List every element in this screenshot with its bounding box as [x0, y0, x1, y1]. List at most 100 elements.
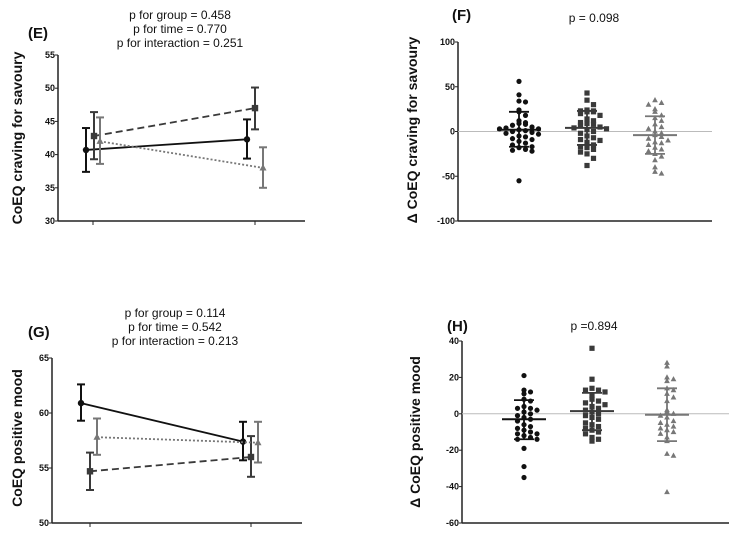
y-tick-label: 50	[45, 83, 55, 93]
data-point-circle	[521, 372, 527, 379]
data-point-triangle	[658, 123, 665, 130]
data-point-circle	[514, 431, 521, 437]
data-point-triangle	[670, 428, 677, 435]
y-tick-label: 65	[39, 353, 49, 363]
y-axis-label: CoEQ positive mood	[9, 369, 25, 507]
data-point-square	[582, 425, 589, 431]
data-point-circle	[516, 92, 522, 98]
p-value-annotation: p for time = 0.770	[133, 22, 227, 36]
y-tick-label: 50	[39, 518, 49, 528]
y-tick-label: 50	[445, 82, 455, 92]
series-line-group2	[93, 107, 256, 137]
data-point-group3	[254, 438, 262, 446]
panel-label: (G)	[28, 324, 50, 341]
data-point-square	[595, 416, 602, 422]
data-point-square	[590, 102, 597, 108]
data-point-triangle	[657, 430, 664, 436]
data-point-circle	[522, 134, 529, 140]
data-point-circle	[516, 178, 522, 184]
data-point-square	[577, 149, 584, 155]
data-point-square	[589, 385, 595, 391]
data-point-triangle	[670, 423, 677, 429]
data-point-square	[589, 438, 595, 444]
data-point-square	[595, 398, 602, 404]
data-point-square	[590, 155, 597, 161]
data-point-triangle	[670, 417, 677, 424]
y-tick-label: -40	[446, 482, 459, 492]
data-point-circle	[527, 411, 534, 417]
data-point-circle	[514, 413, 521, 419]
data-point-triangle	[645, 148, 652, 154]
data-point-circle	[521, 463, 527, 470]
series-line-group3	[99, 140, 264, 169]
data-point-square	[577, 119, 584, 126]
data-point-triangle	[658, 146, 665, 152]
data-point-group3	[93, 433, 101, 440]
y-tick-label: 0	[450, 127, 455, 137]
data-point-circle	[521, 387, 527, 393]
data-point-circle	[522, 99, 529, 105]
y-tick-label: 0	[454, 409, 459, 419]
data-point-triangle	[658, 130, 665, 136]
data-point-circle	[527, 389, 534, 395]
series-line-group3	[96, 436, 259, 444]
data-point-triangle	[652, 157, 658, 163]
data-point-triangle	[652, 106, 658, 112]
data-point-circle	[527, 429, 534, 435]
data-point-circle	[534, 436, 540, 442]
data-point-circle	[534, 431, 540, 437]
data-point-circle	[503, 130, 509, 136]
data-point-triangle	[657, 419, 664, 425]
data-point-triangle	[645, 135, 652, 141]
data-point-circle	[516, 98, 522, 104]
data-point-triangle	[658, 117, 665, 123]
data-point-square	[589, 376, 595, 382]
data-point-circle	[509, 147, 516, 153]
data-point-circle	[522, 146, 529, 152]
data-point-circle	[521, 445, 527, 451]
data-point-triangle	[652, 97, 658, 103]
data-point-square	[595, 436, 602, 442]
y-tick-label: 100	[440, 37, 455, 47]
data-point-circle	[529, 124, 535, 130]
data-point-circle	[529, 144, 535, 150]
data-point-circle	[527, 405, 534, 411]
data-point-triangle	[665, 137, 671, 143]
data-point-circle	[509, 136, 516, 142]
data-point-square	[595, 411, 602, 417]
data-point-circle	[521, 391, 527, 397]
y-tick-label: 55	[39, 463, 49, 473]
data-point-group2	[247, 453, 255, 461]
data-point-triangle	[658, 170, 665, 176]
y-tick-label: 45	[45, 116, 55, 126]
data-point-group2	[251, 104, 259, 112]
y-tick-label: 40	[449, 336, 459, 346]
data-point-triangle	[658, 133, 665, 139]
y-axis-label: CoEQ craving for savoury	[9, 51, 25, 224]
data-point-square	[577, 144, 584, 150]
data-point-circle	[522, 140, 529, 146]
y-axis-label: Δ CoEQ craving for savoury	[404, 36, 420, 223]
data-point-group1	[77, 399, 85, 407]
panel-label: (F)	[452, 7, 471, 24]
data-point-group3	[96, 137, 104, 144]
data-point-circle	[521, 474, 527, 481]
y-tick-label: -60	[446, 518, 459, 528]
data-point-square	[577, 136, 584, 143]
data-point-square	[589, 345, 595, 351]
data-point-square	[595, 423, 602, 430]
data-point-circle	[534, 407, 540, 413]
data-point-circle	[522, 121, 529, 127]
data-point-triangle	[664, 359, 670, 365]
y-tick-label: 30	[45, 216, 55, 226]
data-point-square	[584, 97, 590, 103]
data-point-group3	[259, 164, 267, 171]
data-point-triangle	[664, 363, 670, 369]
data-point-triangle	[664, 488, 670, 495]
data-point-triangle	[645, 101, 652, 107]
data-point-group1	[243, 136, 251, 143]
series-line-group2	[89, 456, 252, 473]
